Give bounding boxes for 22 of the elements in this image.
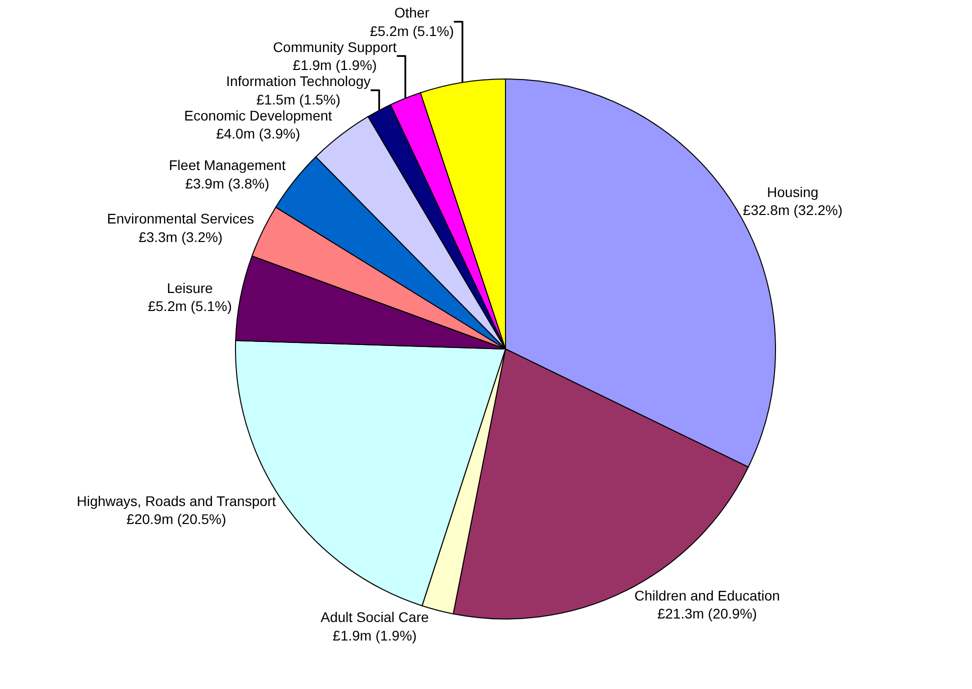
data-label: £5.2m (5.1%) xyxy=(370,22,454,39)
data-label: £3.9m (3.8%) xyxy=(185,175,270,192)
data-label: £32.8m (32.2%) xyxy=(742,202,843,218)
data-label: £5.2m (5.1%) xyxy=(148,298,232,314)
slice-label: Leisure xyxy=(166,280,214,296)
data-label: £1.9m (1.9%) xyxy=(292,57,377,74)
slice-label: Environmental Services xyxy=(107,210,254,227)
data-label: £1.9m (1.9%) xyxy=(332,627,417,644)
data-label: £4.0m (3.9%) xyxy=(216,126,300,142)
slice-label: Economic Development xyxy=(184,107,332,124)
slice-label: Adult Social Care xyxy=(320,609,429,626)
slice-label: Highways, Roads and Transport xyxy=(76,492,276,509)
data-label: £21.3m (20.9%) xyxy=(657,606,757,622)
slice-label: Community Support xyxy=(272,38,397,55)
slice-label: Information Technology xyxy=(226,73,371,90)
slice-label: Fleet Management xyxy=(168,157,286,174)
slice-label: Other xyxy=(394,4,430,21)
data-label: £20.9m (20.5%) xyxy=(126,511,226,528)
data-label: £1.5m (1.5%) xyxy=(256,91,340,108)
slice-label: Children and Education xyxy=(634,587,780,604)
data-label: £3.3m (3.2%) xyxy=(138,228,223,245)
slice-label: Housing xyxy=(767,184,818,200)
